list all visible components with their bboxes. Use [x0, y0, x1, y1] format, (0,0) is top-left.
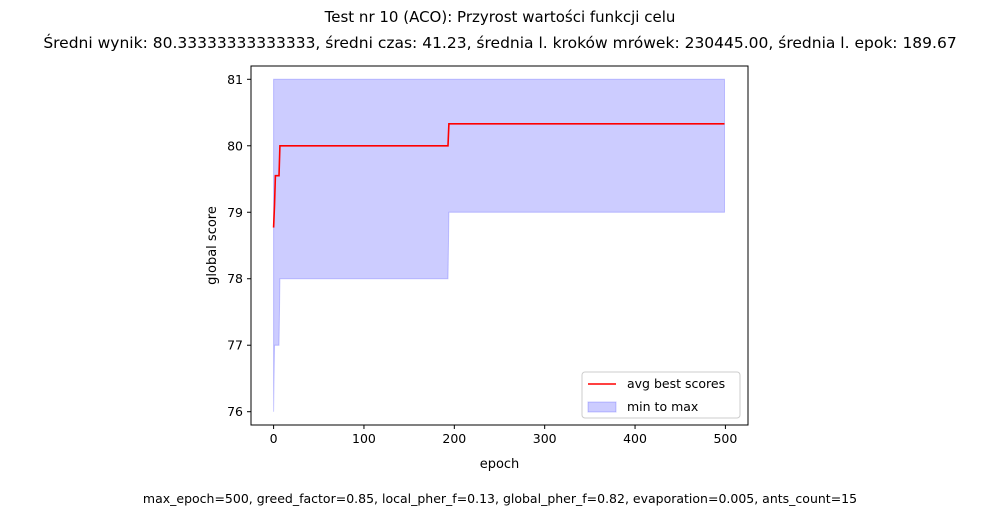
band-min-to-max: [273, 78, 726, 412]
legend: avg best scores min to max: [581, 371, 741, 419]
y-tick-label: 77: [227, 338, 243, 353]
chart-subtitle: Średni wynik: 80.33333333333333, średni …: [43, 34, 957, 52]
legend-label-min-to-max: min to max: [627, 399, 698, 414]
x-tick-label: 500: [713, 431, 737, 446]
y-axis-label: global score: [205, 206, 220, 285]
axes-frame: [250, 65, 749, 426]
legend-box: [581, 371, 741, 419]
x-tick-label: 200: [442, 431, 466, 446]
x-tick-label: 100: [352, 431, 376, 446]
y-tick-label: 80: [227, 138, 243, 153]
plot-area: [272, 78, 726, 412]
x-tick-label: 300: [533, 431, 557, 446]
chart-title: Test nr 10 (ACO): Przyrost wartości funk…: [324, 8, 676, 26]
y-tick-label: 78: [227, 271, 243, 286]
x-tick-label: 400: [623, 431, 647, 446]
series-avg-best-scores: [272, 123, 725, 228]
y-tick-label: 81: [227, 72, 243, 87]
x-tick-label: 0: [270, 431, 278, 446]
legend-swatch-min-to-max: [587, 401, 617, 413]
y-tick-label: 79: [227, 205, 243, 220]
parameters-footer: max_epoch=500, greed_factor=0.85, local_…: [142, 491, 858, 506]
y-tick-label: 76: [227, 404, 243, 419]
legend-label-avg-best-scores: avg best scores: [627, 376, 725, 391]
axis-ticks: 0 100 200 300 400 500 76 77 78 79 80 81: [227, 72, 737, 446]
x-axis-label: epoch: [480, 457, 520, 472]
